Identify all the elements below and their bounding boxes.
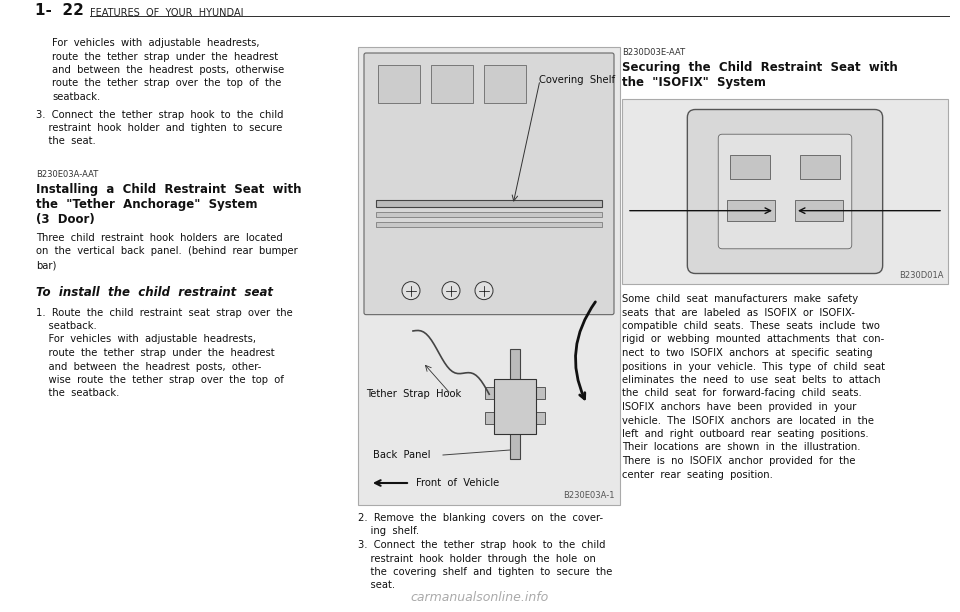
Bar <box>731 155 771 179</box>
FancyBboxPatch shape <box>718 134 852 249</box>
Text: vehicle.  The  ISOFIX  anchors  are  located  in  the: vehicle. The ISOFIX anchors are located … <box>622 416 874 425</box>
Text: FEATURES  OF  YOUR  HYUNDAI: FEATURES OF YOUR HYUNDAI <box>90 8 244 18</box>
Text: bar): bar) <box>36 260 57 270</box>
Text: 3.  Connect  the  tether  strap  hook  to  the  child: 3. Connect the tether strap hook to the … <box>358 540 606 550</box>
Text: B230E03A-AAT: B230E03A-AAT <box>36 170 98 179</box>
Text: the  "ISOFIX"  System: the "ISOFIX" System <box>622 76 766 89</box>
Text: route  the  tether  strap  under  the  headrest: route the tether strap under the headres… <box>52 51 278 61</box>
Text: Covering  Shelf: Covering Shelf <box>539 75 615 85</box>
Bar <box>510 349 520 459</box>
Text: 1-  22: 1- 22 <box>35 3 84 18</box>
Text: the  child  seat  for  forward-facing  child  seats.: the child seat for forward-facing child … <box>622 389 862 398</box>
Text: For  vehicles  with  adjustable  headrests,: For vehicles with adjustable headrests, <box>36 335 256 345</box>
Text: Back  Panel: Back Panel <box>373 450 430 460</box>
Bar <box>376 222 602 226</box>
Text: on  the  vertical  back  panel.  (behind  rear  bumper: on the vertical back panel. (behind rear… <box>36 247 298 256</box>
Text: Three  child  restraint  hook  holders  are  located: Three child restraint hook holders are l… <box>36 233 283 243</box>
Circle shape <box>442 282 460 300</box>
Bar <box>485 412 545 424</box>
Text: 2.  Remove  the  blanking  covers  on  the  cover-: 2. Remove the blanking covers on the cov… <box>358 513 603 523</box>
Text: Front  of  Vehicle: Front of Vehicle <box>416 478 499 488</box>
Text: Securing  the  Child  Restraint  Seat  with: Securing the Child Restraint Seat with <box>622 61 898 74</box>
Bar <box>90 16 950 17</box>
Text: seatback.: seatback. <box>36 321 97 331</box>
Text: seats  that  are  labeled  as  ISOFIX  or  ISOFIX-: seats that are labeled as ISOFIX or ISOF… <box>622 307 854 318</box>
Text: and  between  the  headrest  posts,  otherwise: and between the headrest posts, otherwis… <box>52 65 284 75</box>
Text: left  and  right  outboard  rear  seating  positions.: left and right outboard rear seating pos… <box>622 429 869 439</box>
Bar <box>484 65 526 103</box>
Text: center  rear  seating  position.: center rear seating position. <box>622 469 773 479</box>
Bar <box>378 65 420 103</box>
Text: B230D01A: B230D01A <box>900 271 944 280</box>
Text: For  vehicles  with  adjustable  headrests,: For vehicles with adjustable headrests, <box>52 38 259 48</box>
Bar <box>494 379 537 435</box>
Text: the  "Tether  Anchorage"  System: the "Tether Anchorage" System <box>36 198 257 211</box>
Text: Installing  a  Child  Restraint  Seat  with: Installing a Child Restraint Seat with <box>36 183 301 196</box>
Text: (3  Door): (3 Door) <box>36 213 95 226</box>
Bar <box>358 47 620 505</box>
Text: 3.  Connect  the  tether  strap  hook  to  the  child: 3. Connect the tether strap hook to the … <box>36 110 283 119</box>
Bar <box>376 200 602 207</box>
FancyBboxPatch shape <box>687 110 882 274</box>
Text: carmanualsonline.info: carmanualsonline.info <box>411 591 549 604</box>
Circle shape <box>402 282 420 300</box>
Text: seatback.: seatback. <box>52 92 100 102</box>
Text: the  seatback.: the seatback. <box>36 389 119 398</box>
Text: wise  route  the  tether  strap  over  the  top  of: wise route the tether strap over the top… <box>36 375 284 385</box>
Text: ing  shelf.: ing shelf. <box>358 526 420 537</box>
Text: route  the  tether  strap  over  the  top  of  the: route the tether strap over the top of t… <box>52 78 281 89</box>
Bar <box>800 155 840 179</box>
Text: Some  child  seat  manufacturers  make  safety: Some child seat manufacturers make safet… <box>622 294 858 304</box>
Text: B230E03A-1: B230E03A-1 <box>564 491 615 500</box>
Circle shape <box>475 282 493 300</box>
Text: and  between  the  headrest  posts,  other-: and between the headrest posts, other- <box>36 362 261 371</box>
Text: rigid  or  webbing  mounted  attachments  that  con-: rigid or webbing mounted attachments tha… <box>622 335 884 345</box>
Text: eliminates  the  need  to  use  seat  belts  to  attach: eliminates the need to use seat belts to… <box>622 375 880 385</box>
Text: positions  in  your  vehicle.  This  type  of  child  seat: positions in your vehicle. This type of … <box>622 362 885 371</box>
Bar <box>795 200 843 222</box>
Text: compatible  child  seats.  These  seats  include  two: compatible child seats. These seats incl… <box>622 321 880 331</box>
Bar <box>431 65 473 103</box>
Text: B230D03E-AAT: B230D03E-AAT <box>622 48 685 57</box>
Text: restraint  hook  holder  through  the  hole  on: restraint hook holder through the hole o… <box>358 553 596 564</box>
Text: seat.: seat. <box>358 581 396 591</box>
Bar <box>376 212 602 217</box>
Bar <box>728 200 775 222</box>
Text: nect  to  two  ISOFIX  anchors  at  specific  seating: nect to two ISOFIX anchors at specific s… <box>622 348 873 358</box>
Text: ISOFIX  anchors  have  been  provided  in  your: ISOFIX anchors have been provided in you… <box>622 402 856 412</box>
Text: There  is  no  ISOFIX  anchor  provided  for  the: There is no ISOFIX anchor provided for t… <box>622 456 855 466</box>
Text: Their  locations  are  shown  in  the  illustration.: Their locations are shown in the illustr… <box>622 442 860 452</box>
Text: the  covering  shelf  and  tighten  to  secure  the: the covering shelf and tighten to secure… <box>358 567 612 577</box>
FancyBboxPatch shape <box>364 53 614 315</box>
Text: route  the  tether  strap  under  the  headrest: route the tether strap under the headres… <box>36 348 275 358</box>
Text: restraint  hook  holder  and  tighten  to  secure: restraint hook holder and tighten to sec… <box>36 123 282 133</box>
Bar <box>485 387 545 399</box>
Text: Tether  Strap  Hook: Tether Strap Hook <box>366 389 461 399</box>
Text: 1.  Route  the  child  restraint  seat  strap  over  the: 1. Route the child restraint seat strap … <box>36 307 293 318</box>
Text: To  install  the  child  restraint  seat: To install the child restraint seat <box>36 286 273 299</box>
Text: the  seat.: the seat. <box>36 136 96 146</box>
Bar <box>622 99 948 284</box>
